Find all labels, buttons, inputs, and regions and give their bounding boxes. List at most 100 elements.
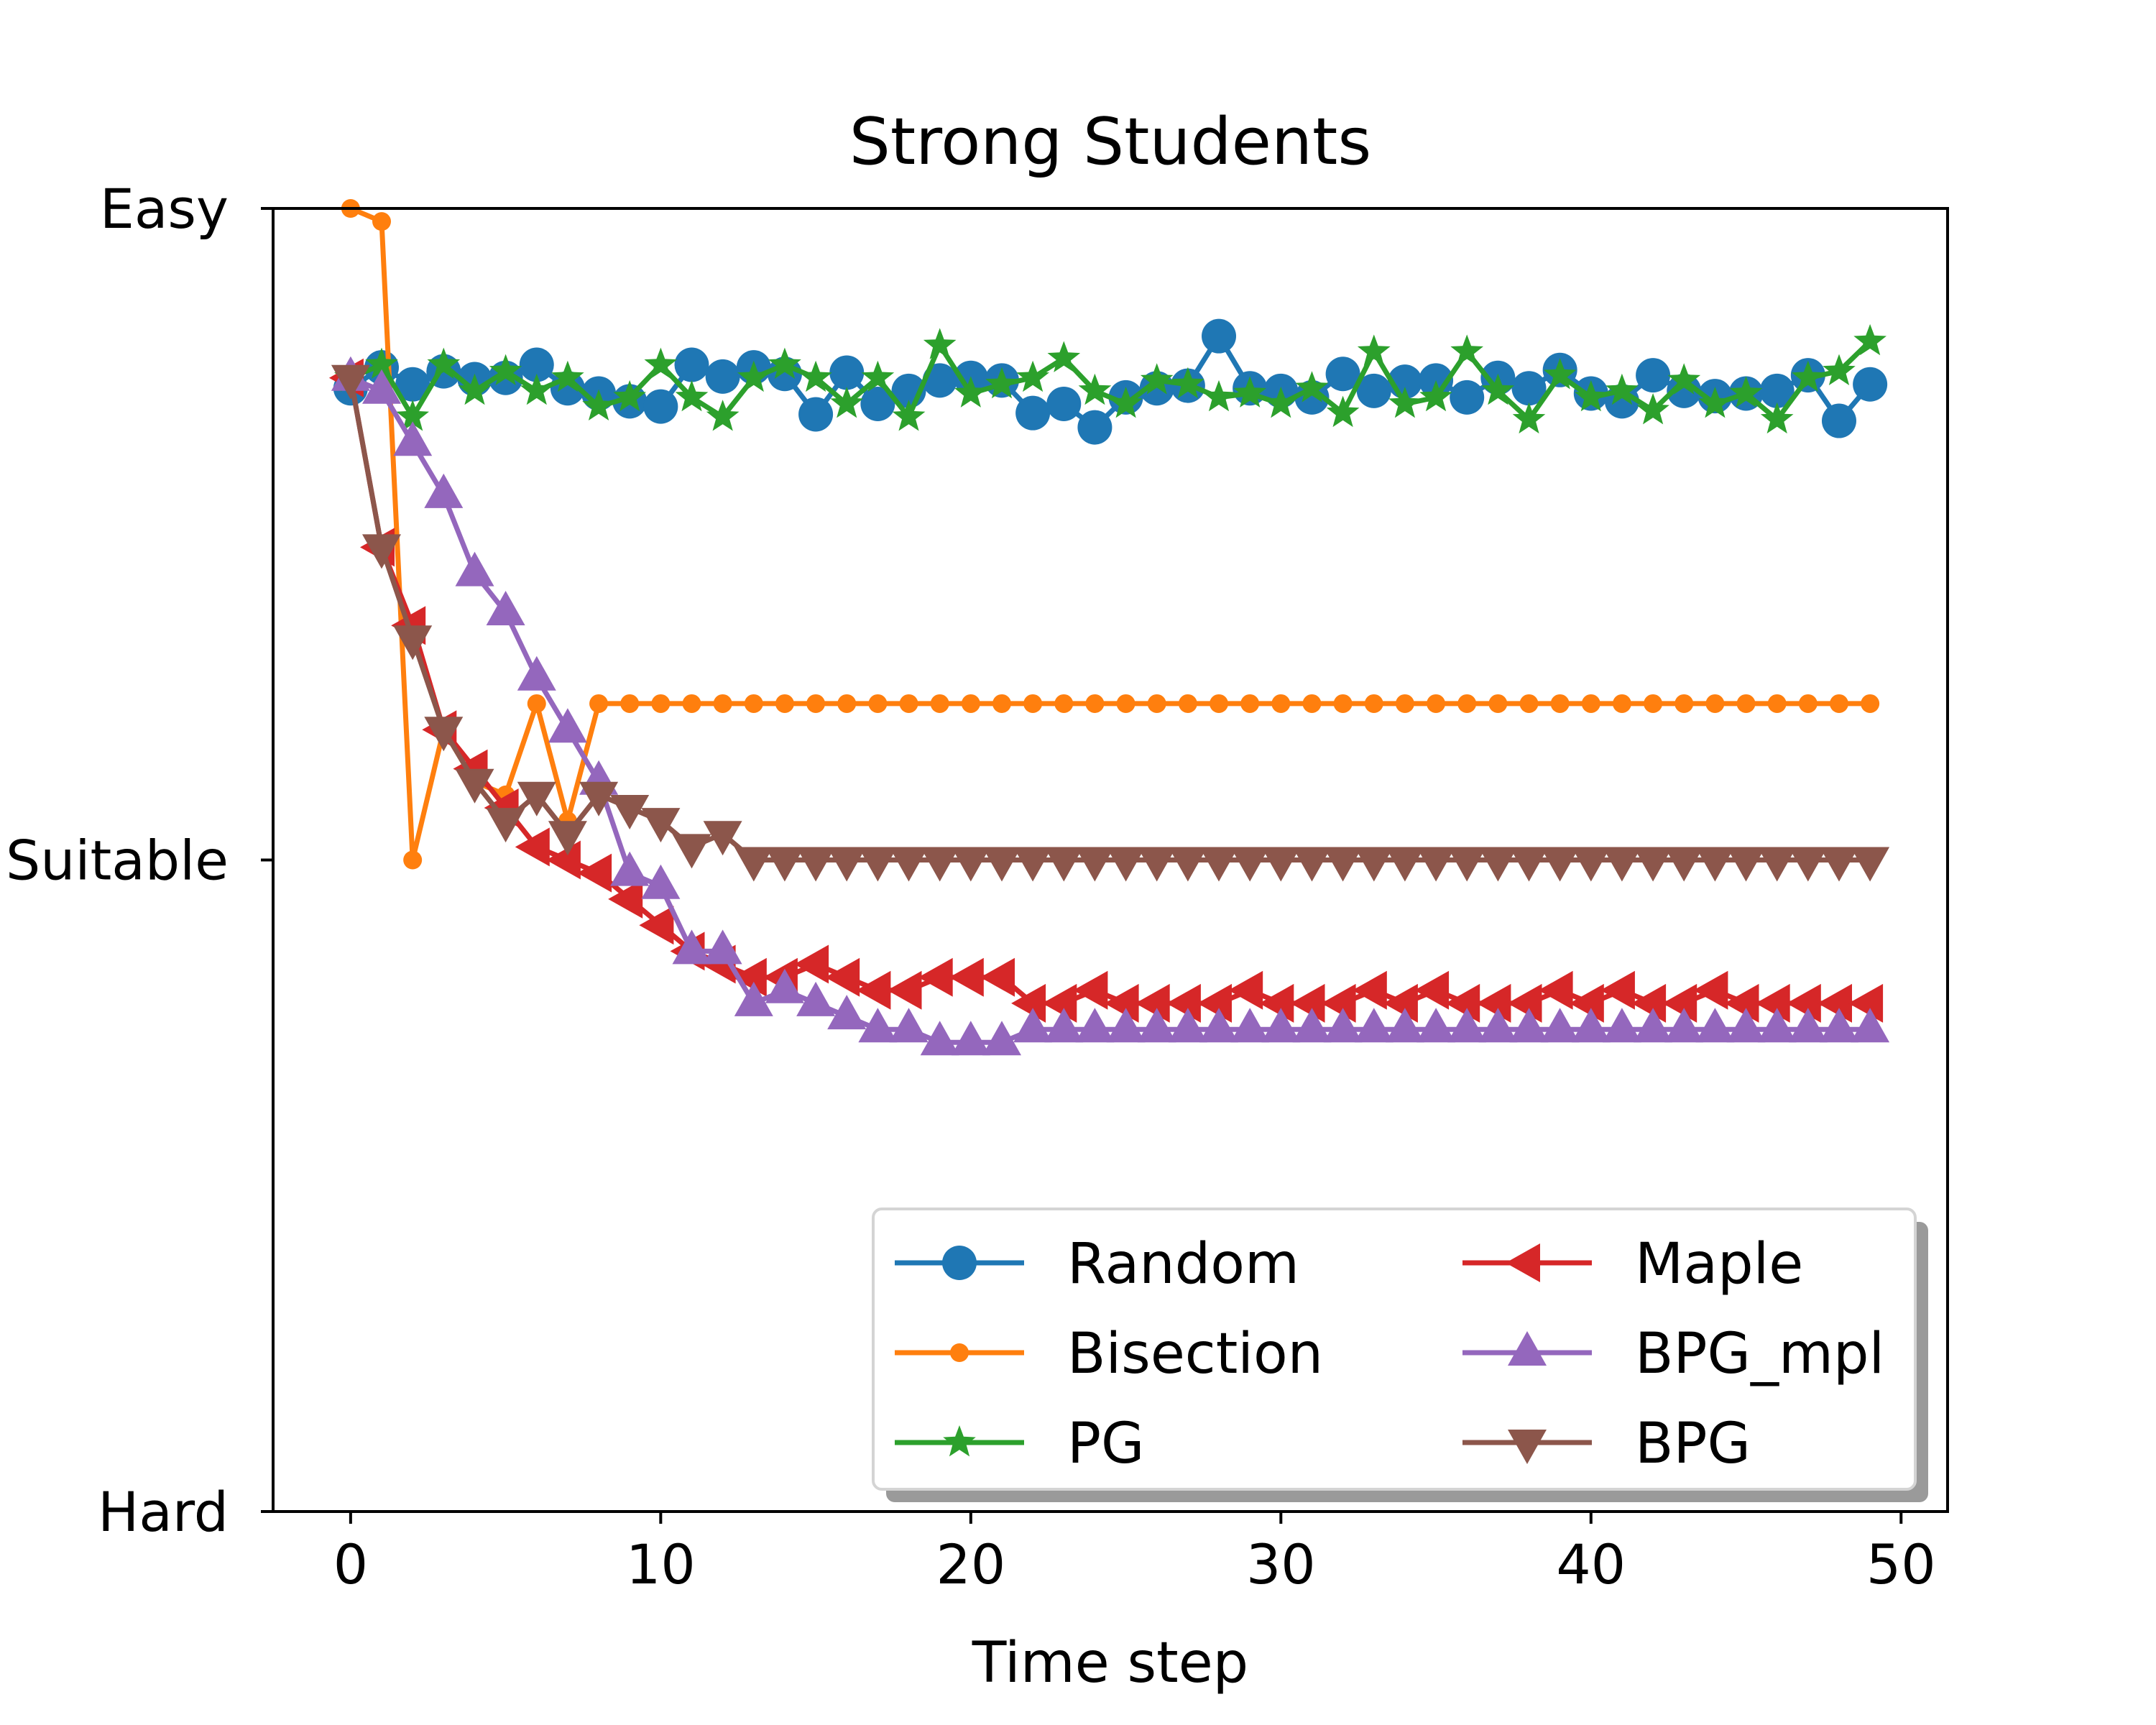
data-point-bpg-mpl [951,1021,990,1056]
data-point-bpg [1323,847,1363,882]
data-point-bpg-mpl [1602,1008,1641,1043]
data-point-bpg-mpl [1292,1008,1332,1043]
data-point-bpg [734,847,773,882]
data-point-pg [520,373,553,405]
x-tick-label: 10 [626,1532,696,1596]
data-point-maple [887,970,922,1010]
data-point-bisection [744,694,763,713]
data-point-pg [892,400,926,431]
y-tick-label: Easy [100,177,229,241]
data-point-bisection [1674,694,1694,713]
legend-label: BPG_mpl [1635,1322,1884,1386]
data-point-pg [1450,334,1483,366]
data-point-maple [1166,983,1201,1023]
data-point-bisection [1519,694,1539,713]
data-point-maple [949,957,984,997]
data-point-random [643,389,678,424]
series-layer [328,199,1890,1056]
data-point-bisection [1861,694,1880,713]
data-point-bpg-mpl [1261,1008,1301,1043]
data-point-bpg [1634,847,1673,882]
data-point-maple [608,879,643,919]
data-point-maple [1321,983,1356,1023]
data-point-bisection [1705,694,1725,713]
data-point-bpg-mpl [672,929,711,965]
data-point-pg [1264,387,1298,418]
data-point-random [395,367,430,402]
data-point-maple [1197,983,1232,1023]
data-point-bisection [1364,694,1383,713]
data-point-bpg [1416,847,1456,882]
data-point-bpg-mpl [703,929,742,965]
data-point-random [1046,386,1082,421]
data-point-bisection [682,694,701,713]
data-point-random [1356,373,1391,408]
x-axis-label: Time step [972,1631,1248,1696]
data-point-random [1077,410,1112,445]
data-point-random [1325,356,1360,392]
legend-item-pg: PG [895,1412,1144,1476]
legend: Random Bisection PG Maple BPG_mpl BPG [872,1208,1928,1502]
data-point-bpg [765,847,804,882]
data-point-bpg-mpl [1137,1008,1176,1043]
data-point-maple [1011,983,1046,1023]
data-point-pg [1419,380,1452,412]
data-point-bpg-mpl [455,551,494,586]
data-point-bpg [1664,847,1704,882]
series-pg [334,323,1886,434]
data-point-maple [1042,983,1077,1023]
data-point-maple [1724,983,1759,1023]
data-point-bpg-mpl [1509,1008,1549,1043]
data-point-pg [1357,334,1391,366]
data-point-bisection [403,850,423,870]
data-point-bpg [1447,847,1487,882]
data-point-bisection [1829,694,1848,713]
data-point-bpg [1044,847,1084,882]
data-point-bpg [1137,847,1176,882]
data-point-pg [1140,363,1174,395]
data-point-maple [1228,970,1263,1010]
legend-marker [1506,1243,1540,1282]
series-maple [328,358,1884,1023]
data-point-pg [954,376,987,408]
data-point-bpg-mpl [1788,1008,1828,1043]
data-point-bpg-mpl [1075,1008,1115,1043]
data-point-maple [1135,983,1170,1023]
data-point-bpg [1168,847,1207,882]
legend-marker [942,1246,977,1280]
data-point-bpg-mpl [1447,1008,1487,1043]
data-point-bpg [579,781,619,816]
data-point-bpg-mpl [393,421,433,456]
data-point-bpg-mpl [920,1021,959,1056]
data-point-bpg-mpl [1168,1008,1207,1043]
data-point-bisection [1023,694,1043,713]
data-point-bpg-mpl [796,981,836,1016]
data-point-bpg [796,847,836,882]
data-point-bpg [672,834,711,869]
data-point-pg [1853,323,1886,356]
data-point-bisection [1240,694,1260,713]
data-point-bpg-mpl [889,1008,929,1043]
legend-label: Random [1067,1232,1299,1297]
data-point-bisection [527,694,546,713]
data-point-bpg [393,625,433,661]
data-point-bisection [589,694,609,713]
data-point-bpg-mpl [424,473,464,508]
data-point-bpg-mpl [1044,1008,1084,1043]
data-point-pg [396,400,429,431]
chart-title: Strong Students [849,104,1371,180]
data-point-bpg-mpl [362,369,401,404]
data-point-bisection [1302,694,1322,713]
data-point-bpg [1851,847,1890,882]
data-point-pg [1667,363,1701,395]
x-tick-label: 50 [1866,1532,1936,1596]
x-tick-label: 0 [333,1532,368,1596]
data-point-bpg [362,534,401,569]
data-point-bpg-mpl [1851,1008,1890,1043]
data-point-maple [1848,983,1884,1023]
data-point-maple [1693,970,1728,1010]
data-point-pg [1729,376,1763,408]
data-point-pg [675,380,709,412]
data-point-maple [1104,983,1139,1023]
data-point-maple [980,957,1015,997]
